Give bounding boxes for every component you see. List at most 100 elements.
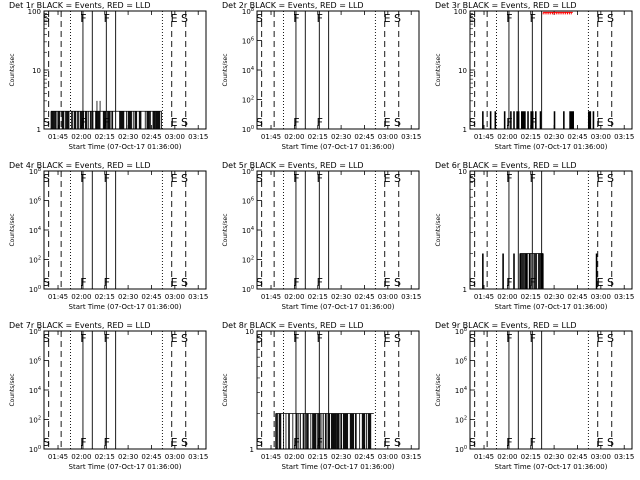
y-tick-label: 10 <box>245 328 254 336</box>
marker-label-top: S <box>181 12 188 25</box>
marker-label-bottom: F <box>293 436 299 449</box>
x-tick-label: 03:00 <box>165 133 185 141</box>
marker-label-bottom: S <box>256 116 263 129</box>
marker-label-bottom: E <box>171 276 178 289</box>
y-tick-label: 100 <box>454 8 467 16</box>
x-tick-label: 02:30 <box>544 293 564 301</box>
y-tick-label: 1 <box>463 286 467 294</box>
x-axis-label: Start Time (07-Oct-17 01:36:00) <box>69 303 182 311</box>
x-axis-label: Start Time (07-Oct-17 01:36:00) <box>282 463 395 471</box>
panel-3: Det 3r BLACK = Events, RED = LLD Counts/s… <box>435 1 634 151</box>
x-tick-label: 02:15 <box>521 453 541 461</box>
marker-label-bottom: F <box>530 116 536 129</box>
y-tick-label: 104 <box>29 386 41 395</box>
y-axis-label: Counts/sec <box>222 53 229 86</box>
x-tick-label: 02:45 <box>141 453 161 461</box>
marker-label-top: F <box>104 12 110 25</box>
y-axis-label: Counts/sec <box>435 213 442 246</box>
y-tick-label: 1 <box>463 126 467 134</box>
marker-label-bottom: S <box>43 436 50 449</box>
x-tick-label: 03:00 <box>378 293 398 301</box>
marker-label-top: F <box>317 12 323 25</box>
y-tick-label: 104 <box>242 66 254 75</box>
panel-title: Det 1r BLACK = Events, RED = LLD <box>9 1 151 10</box>
x-tick-label: 03:00 <box>165 453 185 461</box>
x-tick-label: 03:15 <box>188 133 208 141</box>
y-tick-label: 100 <box>242 285 254 294</box>
marker-label-top: F <box>80 12 86 25</box>
panel-7: Det 7r BLACK = Events, RED = LLD Counts/s… <box>9 321 208 471</box>
y-tick-label: 102 <box>455 416 467 425</box>
panel-title: Det 5r BLACK = Events, RED = LLD <box>222 161 364 170</box>
marker-label-top: F <box>530 332 536 345</box>
panel-title: Det 7r BLACK = Events, RED = LLD <box>9 321 151 330</box>
x-tick-label: 02:45 <box>354 133 374 141</box>
marker-label-bottom: F <box>317 116 323 129</box>
y-tick-label: 102 <box>242 96 254 105</box>
marker-label-top: S <box>394 332 401 345</box>
marker-label-top: E <box>171 172 178 185</box>
panel-title: Det 4r BLACK = Events, RED = LLD <box>9 161 151 170</box>
marker-label-top: F <box>293 332 299 345</box>
marker-label-top: S <box>181 172 188 185</box>
y-tick-label: 102 <box>242 256 254 265</box>
marker-label-bottom: S <box>607 436 614 449</box>
x-tick-label: 02:00 <box>71 453 91 461</box>
x-tick-label: 03:00 <box>591 453 611 461</box>
marker-label-bottom: S <box>256 436 263 449</box>
marker-label-top: S <box>469 172 476 185</box>
x-tick-label: 03:15 <box>188 293 208 301</box>
y-axis-label: Counts/sec <box>222 213 229 246</box>
marker-label-top: F <box>104 172 110 185</box>
y-tick-label: 102 <box>29 416 41 425</box>
panel-title: Det 9r BLACK = Events, RED = LLD <box>435 321 577 330</box>
x-tick-label: 02:00 <box>284 293 304 301</box>
marker-label-bottom: E <box>384 116 391 129</box>
marker-label-top: S <box>43 12 50 25</box>
y-tick-label: 106 <box>29 197 41 206</box>
marker-label-top: S <box>43 172 50 185</box>
marker-label-bottom: F <box>104 436 110 449</box>
panel-9: Det 9r BLACK = Events, RED = LLD Counts/s… <box>435 321 634 471</box>
axes-frame <box>256 10 420 130</box>
y-axis-label: Counts/sec <box>222 373 229 406</box>
x-tick-label: 02:15 <box>308 453 328 461</box>
x-axis-label: Start Time (07-Oct-17 01:36:00) <box>495 463 608 471</box>
y-axis-label: Counts/sec <box>435 53 442 86</box>
marker-label-top: E <box>171 12 178 25</box>
marker-label-top: S <box>256 332 263 345</box>
x-tick-label: 03:00 <box>165 293 185 301</box>
marker-label-top: S <box>469 12 476 25</box>
x-tick-label: 02:00 <box>284 133 304 141</box>
x-tick-label: 03:15 <box>614 453 634 461</box>
panel-1: Det 1r BLACK = Events, RED = LLD Counts/s… <box>9 1 208 151</box>
marker-label-top: S <box>607 172 614 185</box>
marker-label-top: F <box>293 172 299 185</box>
x-tick-label: 02:00 <box>71 293 91 301</box>
marker-label-bottom: E <box>384 276 391 289</box>
y-axis-label: Counts/sec <box>9 53 16 86</box>
marker-label-bottom: F <box>506 276 512 289</box>
x-tick-label: 02:00 <box>497 133 517 141</box>
x-tick-label: 01:45 <box>261 133 281 141</box>
marker-label-bottom: S <box>469 116 476 129</box>
marker-label-top: F <box>506 172 512 185</box>
marker-label-bottom: F <box>530 276 536 289</box>
panel-title: Det 3r BLACK = Events, RED = LLD <box>435 1 577 10</box>
x-axis-label: Start Time (07-Oct-17 01:36:00) <box>495 303 608 311</box>
marker-label-bottom: S <box>394 116 401 129</box>
x-tick-label: 02:45 <box>567 453 587 461</box>
marker-label-bottom: E <box>597 116 604 129</box>
y-axis-label: Counts/sec <box>9 373 16 406</box>
marker-label-top: S <box>469 332 476 345</box>
lld-trace <box>542 11 573 15</box>
x-tick-label: 02:15 <box>95 453 115 461</box>
marker-label-top: F <box>530 172 536 185</box>
marker-label-bottom: F <box>506 436 512 449</box>
y-tick-label: 104 <box>455 386 467 395</box>
y-axis-label: Counts/sec <box>435 373 442 406</box>
axes-frame <box>43 10 207 130</box>
y-tick-label: 1 <box>37 126 41 134</box>
marker-label-bottom: F <box>104 276 110 289</box>
y-tick-label: 10 <box>458 67 467 75</box>
